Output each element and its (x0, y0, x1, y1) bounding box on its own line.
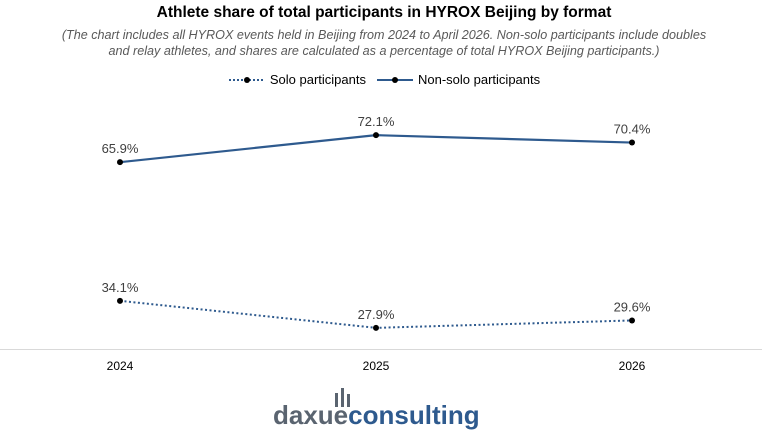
data-point-solo-2025 (373, 324, 379, 331)
data-label-non-solo-2026: 70.4% (614, 122, 651, 137)
data-label-non-solo-2025: 72.1% (358, 114, 395, 129)
series-line-non-solo (119, 134, 633, 164)
chart-title: Athlete share of total participants in H… (156, 4, 612, 21)
logo-text-consulting: consulting (348, 400, 479, 430)
legend: Solo participants Non-solo participants (0, 72, 768, 87)
x-tick-label-2025: 2025 (363, 359, 390, 373)
data-point-non-solo-2024 (117, 159, 123, 166)
chart-subtitle: (The chart includes all HYROX events hel… (61, 28, 707, 58)
legend-label-non-solo: Non-solo participants (418, 72, 541, 87)
data-label-non-solo-2024: 65.9% (102, 141, 139, 156)
legend-item-non-solo: Non-solo participants (376, 72, 540, 87)
svg-text:daxueconsulting: daxueconsulting (273, 400, 480, 430)
data-point-solo-2026 (629, 317, 635, 324)
legend-swatch-solo (228, 76, 265, 83)
data-label-solo-2026: 29.6% (614, 299, 651, 314)
data-label-solo-2024: 34.1% (102, 280, 139, 295)
legend-label-solo: Solo participants (269, 72, 366, 87)
x-tick-label-2026: 2026 (619, 359, 646, 373)
data-label-solo-2025: 27.9% (358, 307, 395, 322)
data-point-non-solo-2025 (373, 132, 379, 139)
x-tick-label-2024: 2024 (107, 359, 134, 373)
legend-swatch-non-solo (377, 76, 413, 83)
data-point-non-solo-2026 (629, 139, 635, 146)
logo-bars-icon (335, 388, 350, 407)
daxue-consulting-logo: daxueconsulting (273, 388, 480, 430)
legend-item-solo: Solo participants (228, 72, 366, 87)
logo-text-daxue: daxue (273, 400, 348, 430)
data-point-solo-2024 (117, 297, 123, 304)
